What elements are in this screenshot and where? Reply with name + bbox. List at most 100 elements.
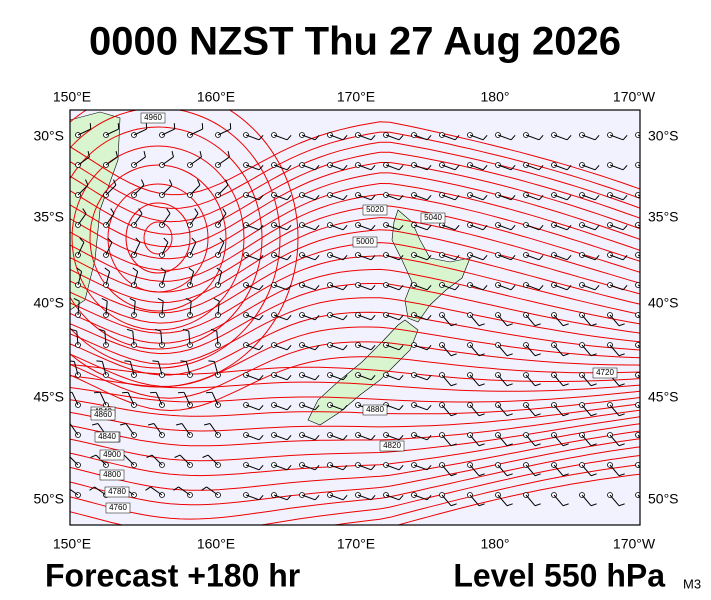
barb-staff	[189, 301, 192, 316]
barb-staff	[609, 464, 620, 477]
barb-staff	[77, 156, 90, 166]
barb-staff	[133, 128, 147, 136]
contour	[70, 454, 640, 525]
contour	[70, 217, 640, 304]
barb-staff	[161, 156, 174, 166]
barb-staff	[301, 374, 316, 381]
contour-label-box	[352, 236, 378, 248]
barb-staff	[609, 344, 620, 357]
contour	[70, 193, 640, 282]
barb-flag	[208, 360, 215, 362]
barb-flag	[286, 464, 292, 471]
barb-flag	[426, 224, 432, 231]
barb-staff	[385, 464, 400, 471]
barb-staff	[301, 164, 316, 171]
barb-staff	[273, 464, 288, 471]
barb-flag	[534, 353, 541, 357]
barb-flag	[286, 194, 292, 201]
barb-flag	[73, 297, 80, 302]
barb-staff	[497, 284, 512, 291]
barb-flag	[622, 134, 628, 141]
barb-staff	[77, 128, 91, 136]
barb-staff	[581, 344, 592, 357]
barb-flag	[426, 164, 432, 171]
barb-staff	[188, 331, 191, 346]
barb-staff	[301, 284, 316, 291]
map-background	[70, 110, 640, 525]
barb-staff	[525, 404, 536, 417]
barb-flag	[314, 284, 320, 291]
barb-staff	[245, 314, 260, 321]
barb-staff	[413, 464, 428, 471]
barb-flag	[258, 374, 264, 381]
contour-label-box	[94, 431, 120, 443]
barb-staff	[469, 464, 480, 477]
barb-flag	[342, 224, 348, 231]
barb-staff	[553, 404, 564, 417]
barb-flag	[566, 164, 572, 171]
barb-staff	[329, 464, 344, 471]
contour	[70, 229, 640, 314]
barb-flag	[622, 224, 628, 231]
barb-flag	[478, 413, 485, 417]
barb-flag	[135, 237, 141, 243]
barb-flag	[398, 194, 404, 201]
contour	[70, 205, 640, 293]
barb-flag	[478, 443, 485, 447]
barb-staff	[553, 494, 564, 507]
contour	[70, 423, 640, 477]
barb-staff	[189, 184, 201, 196]
barb-staff	[245, 224, 260, 231]
lon-label-top: 150°E	[53, 89, 91, 105]
barb-flag	[174, 454, 181, 458]
barb-staff	[525, 434, 536, 447]
barb-staff	[525, 254, 540, 261]
barb-staff	[216, 331, 219, 346]
barb-staff	[329, 164, 344, 171]
barb-staff	[189, 156, 202, 166]
contour-label: 4720	[596, 368, 614, 377]
barb-staff	[441, 404, 452, 417]
barb-staff	[581, 314, 592, 327]
barb-flag	[622, 254, 628, 261]
barb-staff	[525, 494, 536, 507]
barb-staff	[469, 284, 484, 291]
barb-staff	[217, 213, 227, 226]
barb-staff	[581, 254, 596, 261]
barb-staff	[189, 128, 203, 136]
barb-staff	[553, 464, 564, 477]
barb-staff	[183, 392, 191, 406]
barb-flag	[398, 134, 404, 141]
barb-staff	[553, 224, 568, 231]
barb-staff	[413, 164, 428, 171]
barb-staff	[441, 194, 456, 201]
contour-label-box	[99, 449, 125, 461]
barb-staff	[273, 284, 288, 291]
barb-staff	[245, 194, 260, 201]
barb-flag	[138, 208, 143, 214]
barb-flag	[314, 134, 320, 141]
barb-flag	[314, 404, 320, 411]
barb-flag	[534, 473, 541, 477]
barb-flag	[454, 194, 460, 201]
barb-staff	[525, 224, 540, 231]
barb-staff	[581, 284, 596, 291]
contour-label: 5040	[424, 213, 442, 222]
barb-flag	[506, 473, 513, 477]
contour	[70, 172, 640, 260]
barb-flag	[482, 194, 488, 201]
contour-label-box	[362, 204, 388, 216]
barb-flag	[647, 354, 653, 356]
barb-flag	[618, 353, 625, 357]
barb-flag	[146, 454, 153, 458]
barb-flag	[286, 344, 292, 351]
barb-flag	[173, 486, 179, 491]
contour-label: 4900	[103, 450, 121, 459]
barb-flag	[594, 284, 600, 291]
barb-flag	[70, 423, 71, 425]
barb-flag	[426, 404, 432, 411]
barb-staff	[101, 361, 107, 376]
barb-flag	[176, 423, 183, 426]
barb-staff	[609, 164, 624, 171]
barb-flag	[510, 224, 516, 231]
